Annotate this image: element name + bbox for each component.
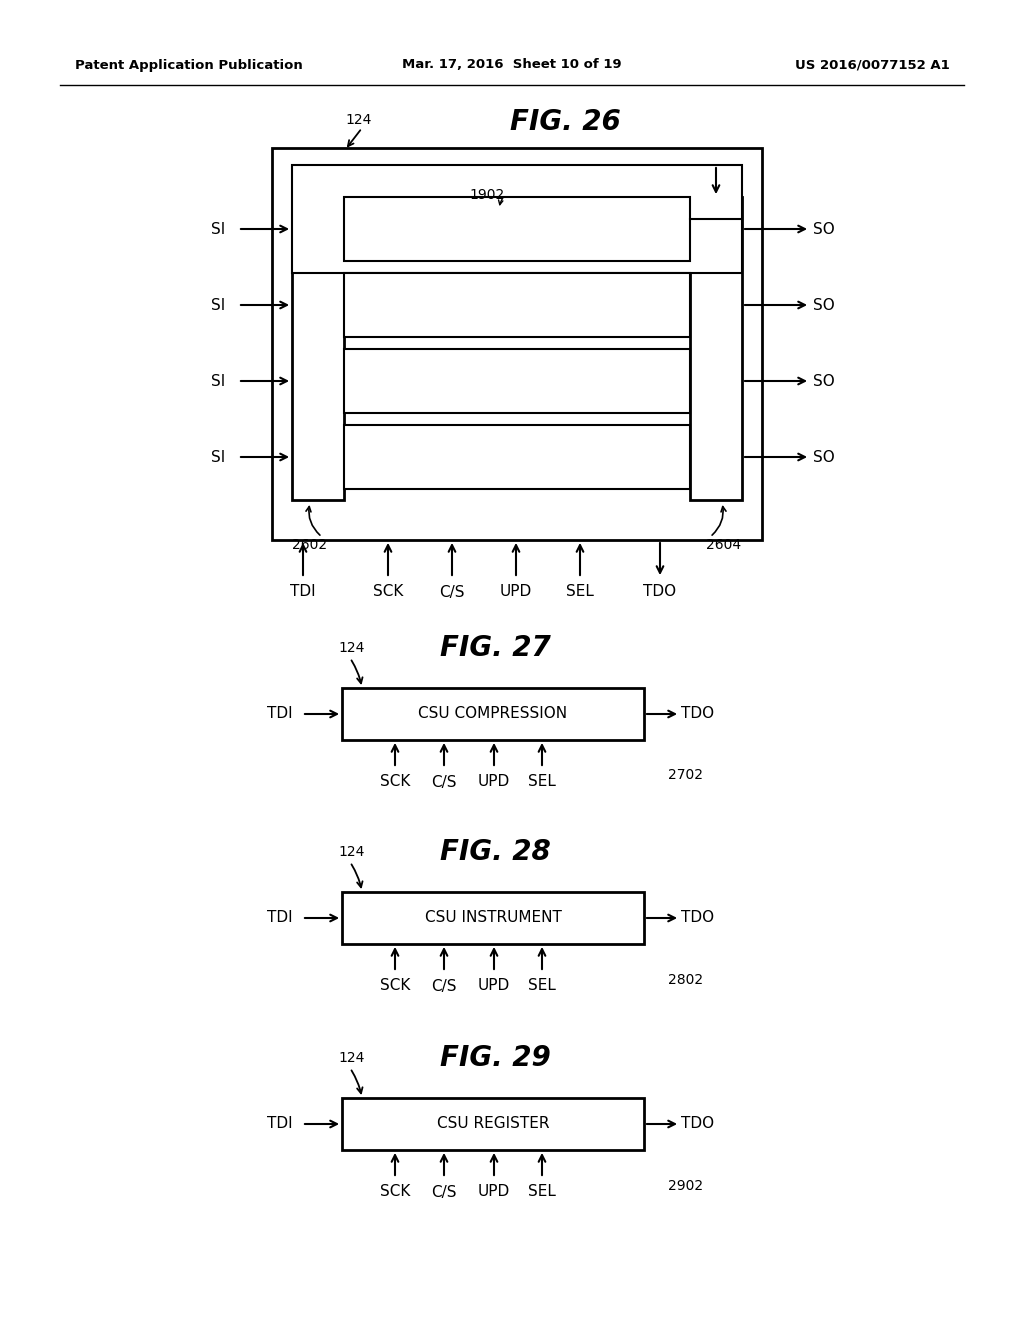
Text: SI: SI [211, 450, 225, 465]
Bar [342, 688, 644, 741]
Text: SO: SO [813, 297, 835, 313]
Text: TDI: TDI [290, 585, 315, 599]
Text: Mar. 17, 2016  Sheet 10 of 19: Mar. 17, 2016 Sheet 10 of 19 [402, 58, 622, 71]
Text: SCK: SCK [380, 775, 411, 789]
Bar [344, 197, 690, 261]
Text: SI: SI [211, 297, 225, 313]
Bar [272, 148, 762, 540]
Text: SCK: SCK [373, 585, 403, 599]
Text: 2604: 2604 [707, 539, 741, 552]
Text: 124: 124 [338, 642, 365, 655]
Text: SO: SO [813, 374, 835, 388]
Text: TDI: TDI [267, 1117, 293, 1131]
Text: 124: 124 [338, 1051, 365, 1065]
Text: SO: SO [813, 450, 835, 465]
Bar [292, 165, 742, 273]
Text: SCK: SCK [380, 1184, 411, 1200]
Text: FIG. 26: FIG. 26 [510, 108, 621, 136]
Text: SEL: SEL [566, 585, 594, 599]
Text: CSU COMPRESSION: CSU COMPRESSION [419, 706, 567, 722]
Text: CSU INSTRUMENT: CSU INSTRUMENT [425, 911, 561, 925]
Bar [342, 892, 644, 944]
Bar [342, 1098, 644, 1150]
Text: Patent Application Publication: Patent Application Publication [75, 58, 303, 71]
Text: CSU REGISTER: CSU REGISTER [437, 1117, 549, 1131]
Text: 124: 124 [338, 845, 365, 859]
Text: 2802: 2802 [668, 973, 703, 987]
Text: TDO: TDO [643, 585, 677, 599]
Text: C/S: C/S [431, 775, 457, 789]
Text: UPD: UPD [478, 978, 510, 994]
Text: C/S: C/S [439, 585, 465, 599]
Text: SO: SO [813, 222, 835, 236]
Text: SEL: SEL [528, 978, 556, 994]
Text: TDI: TDI [267, 706, 293, 722]
Text: SI: SI [211, 374, 225, 388]
Text: 2702: 2702 [668, 768, 703, 781]
Text: SEL: SEL [528, 775, 556, 789]
Text: 2902: 2902 [668, 1179, 703, 1193]
Text: SI: SI [211, 222, 225, 236]
Text: UPD: UPD [500, 585, 532, 599]
Text: TDO: TDO [681, 911, 715, 925]
Text: FIG. 28: FIG. 28 [440, 838, 551, 866]
Text: TDO: TDO [681, 1117, 715, 1131]
Text: UPD: UPD [478, 775, 510, 789]
Bar [292, 197, 344, 500]
Text: US 2016/0077152 A1: US 2016/0077152 A1 [796, 58, 950, 71]
Text: TDO: TDO [681, 706, 715, 722]
Bar [690, 197, 742, 500]
Text: C/S: C/S [431, 978, 457, 994]
Bar [344, 273, 690, 337]
Text: 2602: 2602 [293, 539, 328, 552]
Text: FIG. 29: FIG. 29 [440, 1044, 551, 1072]
Bar [344, 348, 690, 413]
Text: 124: 124 [345, 114, 372, 127]
Text: SCK: SCK [380, 978, 411, 994]
Text: SEL: SEL [528, 1184, 556, 1200]
Text: 1902: 1902 [469, 187, 505, 202]
Text: TDI: TDI [267, 911, 293, 925]
Bar [344, 425, 690, 488]
Text: UPD: UPD [478, 1184, 510, 1200]
Text: FIG. 27: FIG. 27 [440, 634, 551, 663]
Text: C/S: C/S [431, 1184, 457, 1200]
